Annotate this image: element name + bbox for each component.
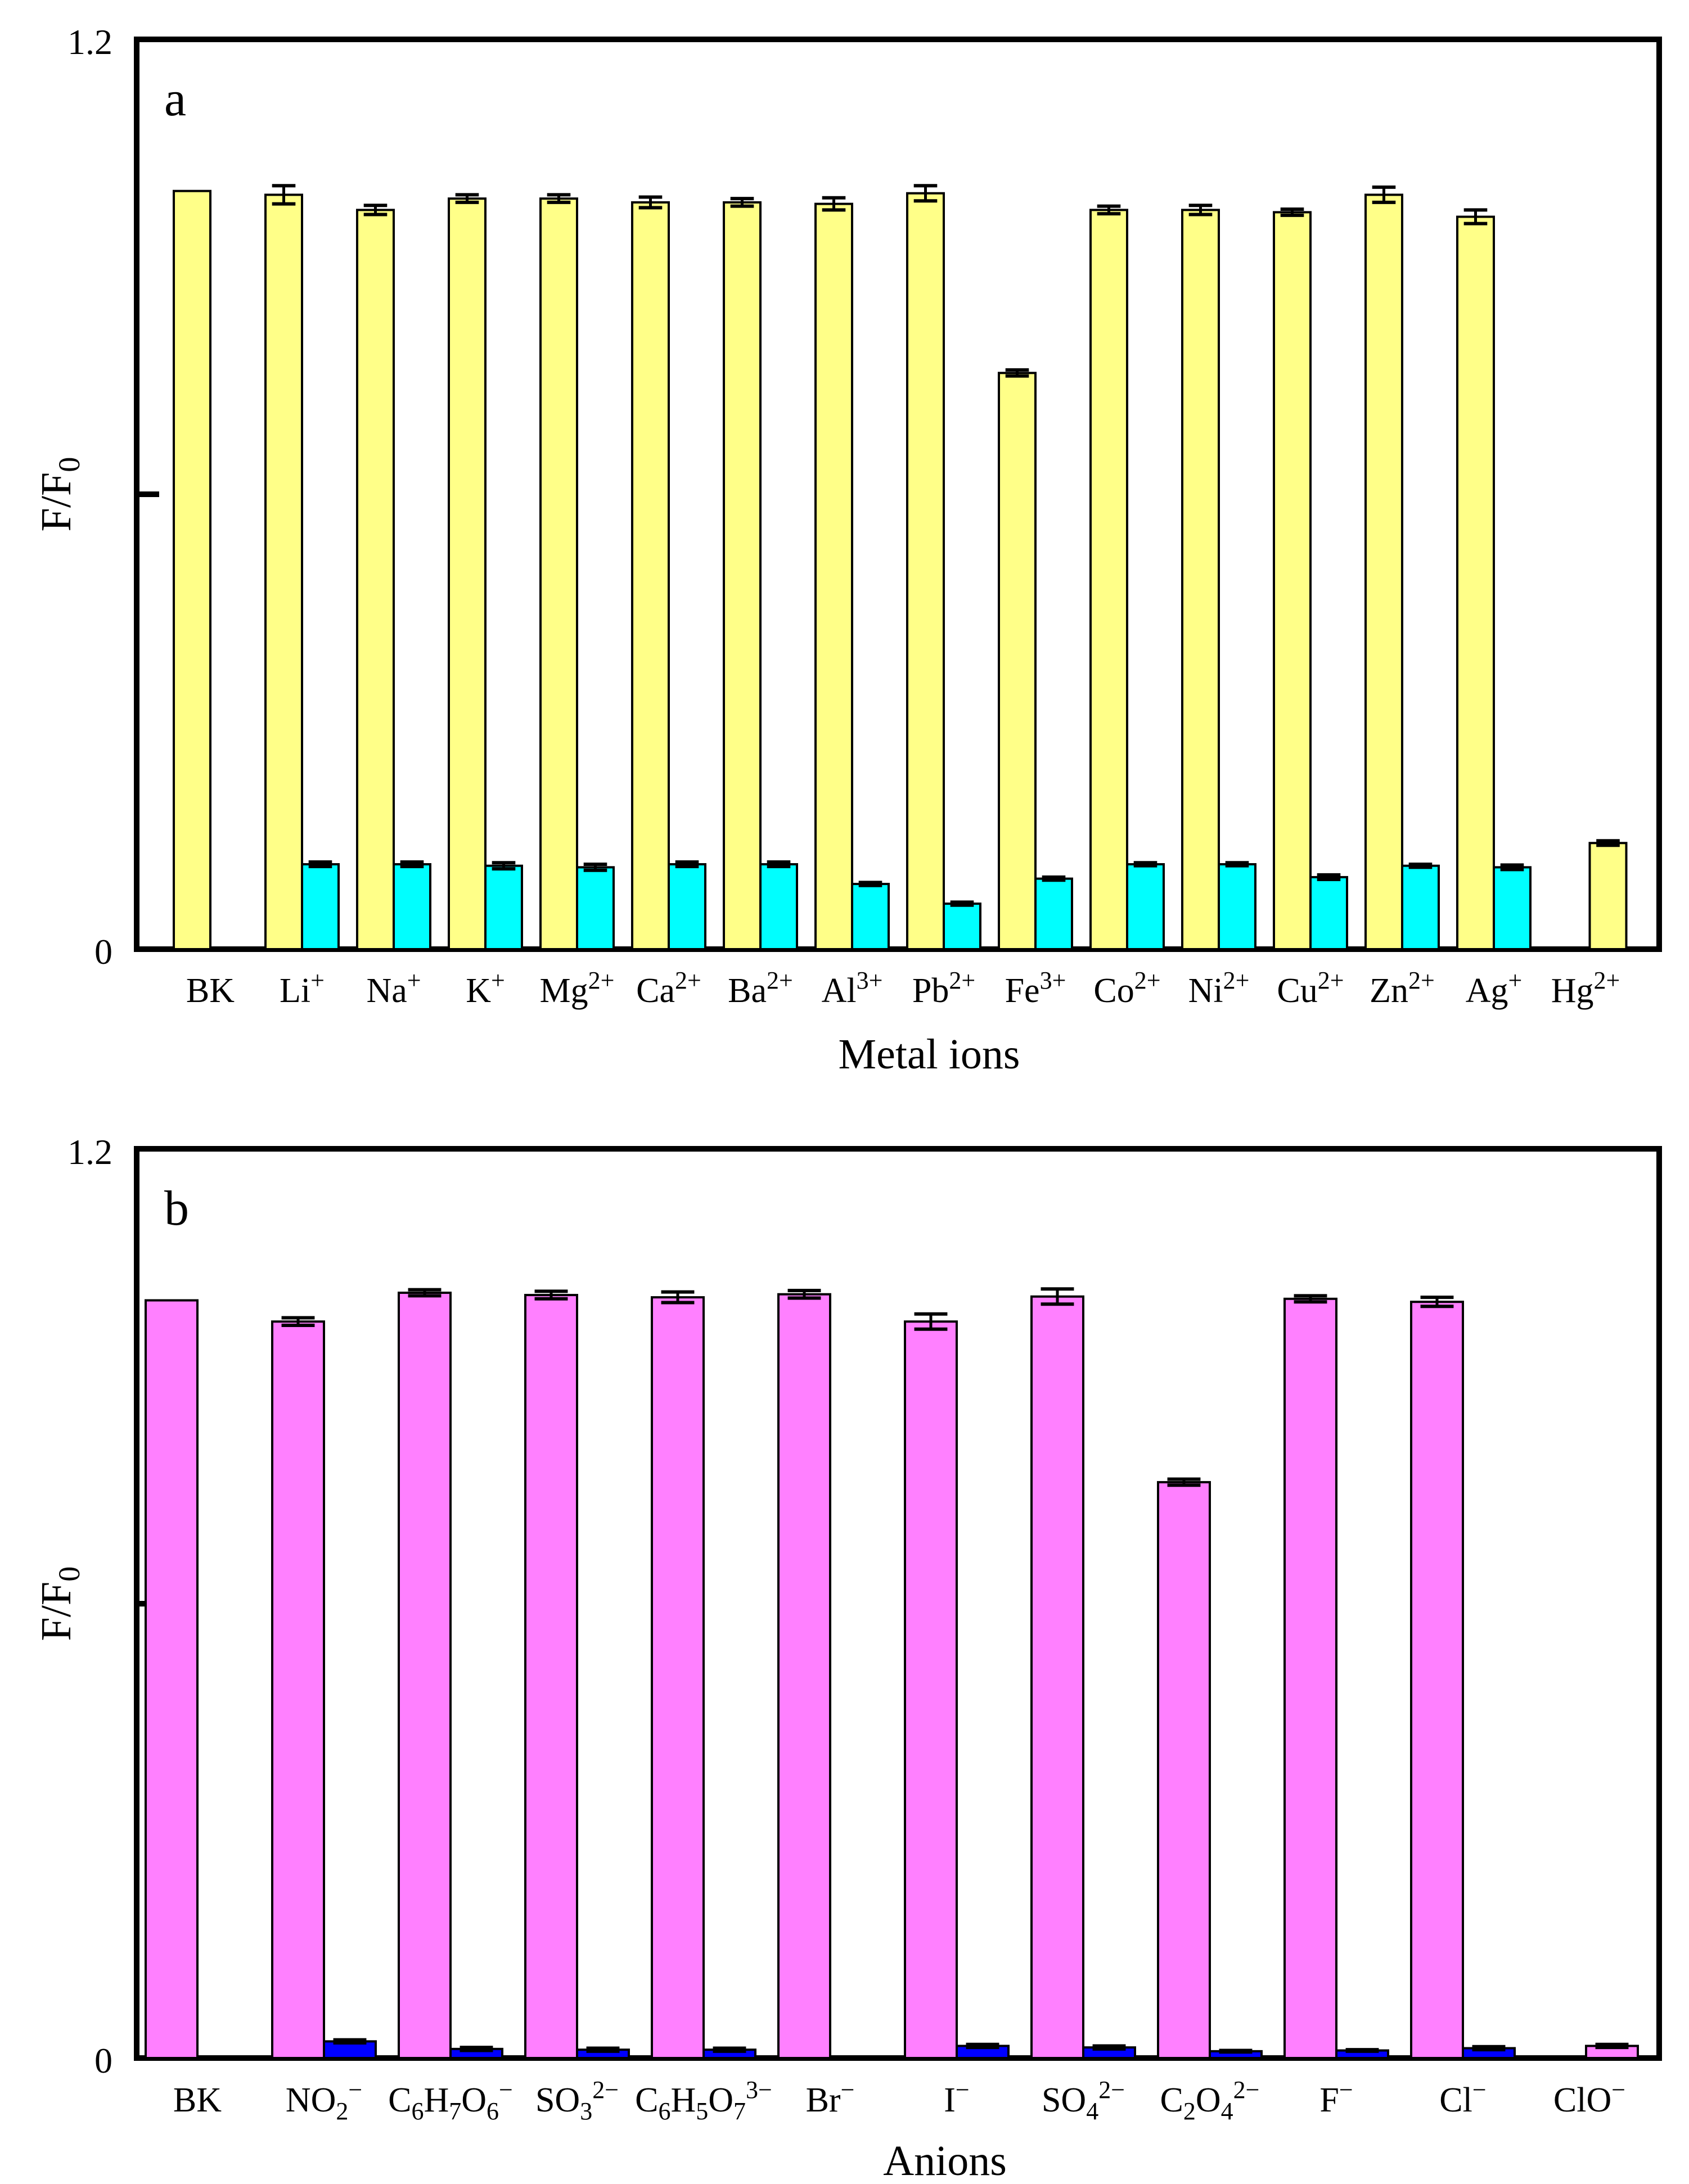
panel-a-bar-mixed (1126, 863, 1165, 951)
panel-b-x-tick-label: SO42− (1042, 2076, 1125, 2125)
panel-a-bar-mixed (301, 863, 340, 951)
panel-b-x-tick-labels: BK NO2− C6H7O6− SO32− C6H5O73− Br− I− SO42− C2O4… (173, 2076, 1625, 2125)
panel-a-x-tick-label: Pb2+ (912, 967, 975, 1010)
panel-a-x-tick-label: Al3+ (822, 967, 883, 1010)
panel-a-bar-ion (998, 372, 1037, 950)
panel-b-x-axis-title: Anions (883, 2137, 1007, 2184)
panel-b-x-tick-label: BK (173, 2081, 222, 2119)
panel-b: b 1.2 0 F/F0 BK NO2− C6H7O6− SO32− C6H5O73− B… (33, 1132, 1662, 2184)
panel-b-bars (145, 1287, 1639, 2061)
panel-a-bar-mixed (1493, 866, 1532, 950)
panel-a-bar-ion (356, 209, 395, 950)
panel-b-bar-ion (145, 1299, 199, 2059)
panel-a-x-tick-label: Mg2+ (540, 967, 615, 1010)
panel-b-x-tick-label: F− (1319, 2076, 1353, 2119)
panel-b-letter: b (164, 1181, 189, 1236)
panel-a-x-tick-label: Ni2+ (1188, 967, 1250, 1010)
panel-a-x-tick-labels: BK Li+ Na+ K+ Mg2+ Ca2+ Ba2+ Al3+ Pb2+ Fe3+ Co2+ Ni… (186, 967, 1620, 1010)
panel-a-x-tick-label: BK (186, 972, 235, 1010)
panel-a-x-tick-label: Hg2+ (1551, 967, 1620, 1010)
panel-a-bars (173, 184, 1628, 951)
panel-a-bar-ion (1364, 193, 1403, 950)
panel-a-x-tick-label: Cu2+ (1277, 967, 1344, 1010)
panel-a-x-tick-label: Zn2+ (1370, 967, 1435, 1010)
panel-b-y-tick-label-zero: 0 (94, 2041, 112, 2081)
panel-a-bar-mixed (1401, 864, 1440, 951)
panel-a-bar-ion (1588, 842, 1628, 950)
panel-b-bar-ion (1283, 1297, 1337, 2059)
panel-a-bar-mixed (576, 866, 615, 950)
panel-a-x-tick-label: K+ (466, 967, 505, 1010)
panel-b-bar-ion (1030, 1295, 1084, 2059)
panel-b-bar-ion (651, 1296, 705, 2060)
panel-b-x-tick-label: C6H5O73− (635, 2076, 772, 2125)
panel-b-x-tick-label: I− (944, 2076, 969, 2119)
panel-b-y-tick-label-max: 1.2 (67, 1132, 112, 1172)
panel-a-bar-mixed (759, 863, 798, 951)
panel-a-y-tick-label-max: 1.2 (67, 22, 112, 62)
panel-a-bar-ion (539, 197, 578, 950)
panel-b-x-tick-label: Br− (806, 2076, 855, 2119)
panel-a-x-axis-title: Metal ions (839, 1031, 1020, 1078)
panel-a-bar-mixed (393, 863, 431, 951)
panel-b-x-tick-label: C6H7O6− (388, 2076, 513, 2125)
panel-a-bar-mixed (668, 863, 706, 951)
panel-b-x-tick-label: Cl− (1439, 2076, 1486, 2119)
panel-a-bar-ion (906, 192, 945, 950)
panel-a-x-tick-label: Fe3+ (1005, 967, 1066, 1010)
panel-b-x-tick-label: C2O42− (1160, 2076, 1260, 2125)
panel-a-bar-ion (723, 201, 762, 950)
panel-a-bar-ion (1456, 215, 1495, 950)
panel-b-bar-ion (1157, 1481, 1211, 2059)
panel-a-bar-mixed (851, 883, 890, 950)
panel-b-x-tick-label: NO2− (286, 2076, 362, 2125)
panel-b-bar-ion (271, 1320, 325, 2059)
panel-a-y-tick-label-zero: 0 (94, 932, 112, 972)
panel-b-y-axis-title: F/F0 (33, 1567, 86, 1641)
panel-a-bar-ion (1273, 211, 1312, 950)
panel-a-bar-ion (814, 202, 853, 950)
panel-a-bar-ion (631, 201, 670, 950)
panel-b-x-tick-label: ClO− (1553, 2076, 1625, 2119)
panel-b-x-tick-label: SO32− (535, 2076, 619, 2125)
panel-a-bar-mixed (1034, 877, 1073, 950)
panel-b-bar-ion (398, 1292, 452, 2059)
panel-a-x-tick-label: Na+ (366, 967, 421, 1010)
panel-a-bar-ion (173, 189, 211, 951)
panel-b-bar-ion (1410, 1301, 1464, 2060)
panel-b-bar-ion (904, 1320, 958, 2059)
panel-b-bar-ion (777, 1293, 831, 2059)
panel-a: a 1.2 0 F/F0 BK Li+ Na+ K+ Mg2+ Ca2+ Ba2+ Al3+ P… (33, 22, 1662, 1078)
panel-a-y-axis-title: F/F0 (33, 457, 86, 532)
panel-a-bar-mixed (943, 903, 981, 950)
panel-a-x-tick-label: Co2+ (1093, 967, 1160, 1010)
panel-a-x-tick-label: Ba2+ (728, 967, 793, 1010)
panel-a-bar-ion (448, 197, 487, 950)
panel-a-bar-mixed (1309, 876, 1348, 950)
panel-a-x-tick-label: Li+ (280, 967, 325, 1010)
panel-a-bar-mixed (484, 864, 523, 951)
panel-a-bar-ion (1181, 209, 1220, 950)
panel-b-bar-ion (524, 1294, 578, 2059)
panel-a-x-tick-label: Ag+ (1466, 967, 1523, 1010)
panel-a-x-tick-label: Ca2+ (636, 967, 701, 1010)
panel-a-letter: a (164, 72, 186, 127)
panel-a-bar-mixed (1218, 863, 1256, 951)
panel-a-bar-ion (1089, 209, 1128, 950)
panel-a-bar-ion (264, 193, 303, 950)
